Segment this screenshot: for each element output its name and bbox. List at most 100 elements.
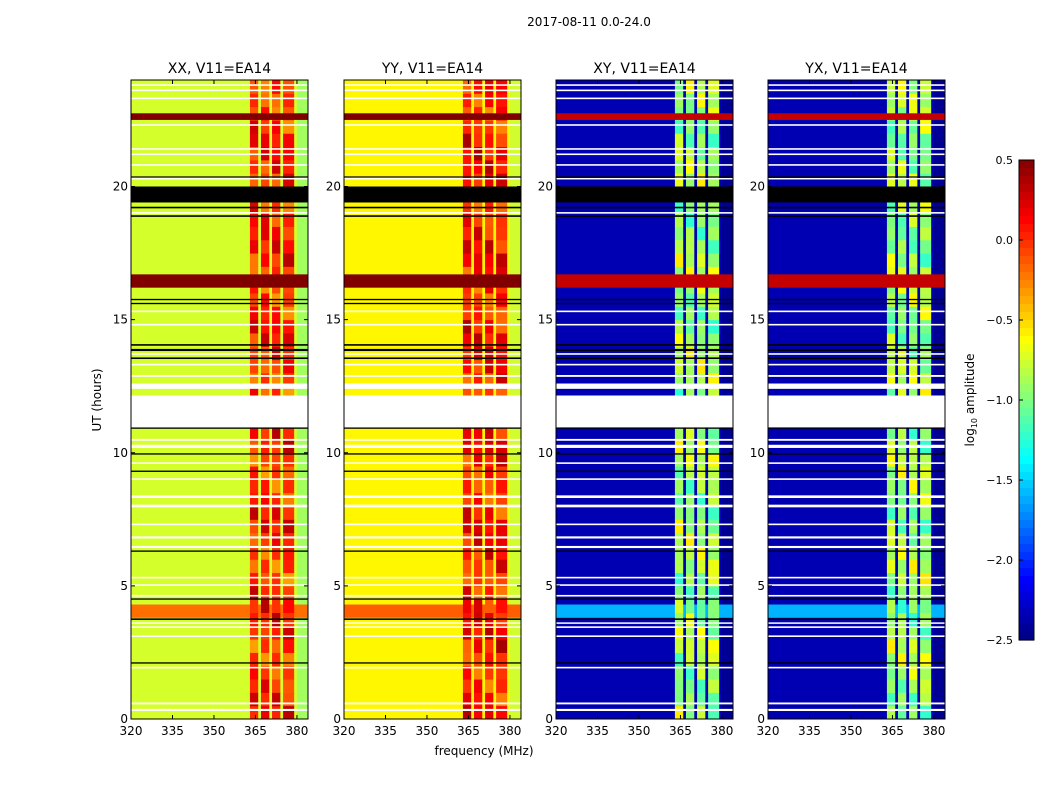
heatmap-rfi-cell bbox=[462, 359, 472, 374]
heatmap-rfi-cell bbox=[283, 492, 295, 507]
flagged-rows bbox=[344, 153, 521, 156]
x-tick-label: 365 bbox=[244, 724, 267, 738]
flagged-rows bbox=[344, 666, 521, 669]
flagged-rows bbox=[131, 153, 308, 156]
heatmap-rfi-cell bbox=[283, 639, 295, 653]
heatmap-rfi-cell bbox=[485, 506, 494, 520]
heatmap-rfi-cell bbox=[260, 93, 270, 108]
flagged-rows bbox=[768, 438, 945, 441]
heatmap-rfi-cell bbox=[886, 705, 896, 720]
heatmap-rfi-cell bbox=[272, 599, 281, 613]
heatmap-rfi-cell bbox=[708, 226, 720, 241]
heatmap-rfi-cell bbox=[909, 652, 918, 667]
heatmap-rfi-cell bbox=[897, 80, 907, 94]
heatmap-rfi-cell bbox=[272, 266, 281, 281]
heatmap-rfi-cell bbox=[272, 479, 281, 494]
heatmap-rfi-cell bbox=[272, 652, 281, 667]
heatmap-rfi-cell bbox=[697, 452, 706, 467]
colorbar-segment bbox=[1019, 248, 1034, 257]
heatmap-rfi-cell bbox=[674, 585, 684, 600]
heatmap-rfi-cell bbox=[249, 599, 259, 613]
colorbar-segment bbox=[1019, 608, 1034, 617]
heatmap-rfi-cell bbox=[909, 266, 918, 281]
heatmap-rfi-cell bbox=[685, 319, 695, 334]
heatmap-rfi-cell bbox=[283, 213, 295, 227]
flagged-rows bbox=[344, 594, 521, 597]
zero-rows bbox=[768, 215, 945, 217]
heatmap-rfi-cell bbox=[708, 652, 720, 667]
heatmap-rfi-cell bbox=[708, 159, 720, 174]
heatmap-rfi-cell bbox=[283, 705, 295, 720]
heatmap-rfi-cell bbox=[462, 466, 472, 480]
heatmap-rfi-cell bbox=[272, 452, 281, 467]
flagged-rows bbox=[131, 148, 308, 150]
heatmap-rfi-cell bbox=[496, 133, 508, 148]
heatmap-rfi-cell bbox=[462, 426, 472, 440]
heatmap-rfi-cell bbox=[674, 239, 684, 254]
heatmap-rfi-cell bbox=[473, 519, 483, 534]
heatmap-rfi-cell bbox=[897, 559, 907, 574]
heatmap-rfi-cell bbox=[909, 479, 918, 494]
flagged-rows bbox=[344, 504, 521, 508]
flagged-rows bbox=[344, 148, 521, 150]
heatmap-rfi-cell bbox=[920, 665, 932, 680]
flagged-rows bbox=[344, 462, 521, 464]
heatmap-rfi-cell bbox=[897, 679, 907, 693]
flagged-rows bbox=[131, 124, 308, 126]
heatmap-rfi-cell bbox=[886, 625, 896, 640]
flagged-rows bbox=[344, 708, 521, 712]
heatmap-rfi-cell bbox=[496, 253, 508, 267]
zero-rows bbox=[556, 470, 733, 472]
heatmap-rfi-cell bbox=[283, 319, 295, 334]
heatmap-rfi-cell bbox=[708, 372, 720, 387]
heatmap-rfi-cell bbox=[674, 545, 684, 560]
y-tick-label: 20 bbox=[326, 180, 341, 194]
colorbar-segment bbox=[1019, 488, 1034, 497]
heatmap-rfi-cell bbox=[496, 692, 508, 707]
heatmap-rfi-cell bbox=[473, 479, 483, 494]
heatmap-rfi-cell bbox=[897, 226, 907, 241]
heatmap-rfi-cell bbox=[920, 532, 932, 547]
heatmap-rfi-cell bbox=[920, 599, 932, 613]
heatmap-rfi-cell bbox=[920, 346, 932, 361]
panel-frame bbox=[130, 79, 309, 720]
heatmap-rfi-cell bbox=[708, 306, 720, 321]
heatmap-rfi-cell bbox=[283, 372, 295, 387]
heatmap-rfi-cell bbox=[283, 93, 295, 108]
heatmap-rfi-cell bbox=[473, 173, 483, 187]
heatmap-rfi-cell bbox=[886, 146, 896, 161]
colorbar-segment bbox=[1019, 264, 1034, 273]
flagged-rows bbox=[131, 626, 308, 628]
heatmap-rfi-cell bbox=[260, 386, 270, 400]
heatmap-rfi-cell bbox=[920, 199, 932, 214]
heatmap-rfi-cell bbox=[708, 572, 720, 587]
heatmap-rfi-cell bbox=[260, 625, 270, 640]
heatmap-rfi-cell bbox=[260, 506, 270, 520]
flagged-rows bbox=[768, 622, 945, 624]
flagged-rows bbox=[131, 523, 308, 526]
heatmap-rfi-cell bbox=[485, 93, 494, 108]
heatmap-rfi-cell bbox=[685, 479, 695, 494]
heatmap-rfi-cell bbox=[697, 679, 706, 693]
heatmap-rfi-cell bbox=[909, 253, 918, 267]
zero-rows bbox=[131, 550, 308, 552]
colorbar-tick-label: 0.0 bbox=[996, 234, 1014, 247]
colorbar-segment bbox=[1019, 552, 1034, 561]
heatmap-rfi-cell bbox=[462, 213, 472, 227]
flagged-rows bbox=[131, 536, 308, 539]
heatmap-rfi-cell bbox=[272, 585, 281, 600]
heatmap-rfi-cell bbox=[496, 199, 508, 214]
heatmap-rfi-cell bbox=[283, 479, 295, 494]
x-tick-label: 380 bbox=[710, 724, 733, 738]
heatmap-rfi-cell bbox=[249, 159, 259, 174]
heatmap-rfi-cell bbox=[283, 679, 295, 693]
flagged-rows bbox=[344, 124, 521, 126]
flagged-rows bbox=[768, 444, 945, 448]
heatmap-rfi-cell bbox=[697, 625, 706, 640]
heatmap-rfi-cell bbox=[260, 173, 270, 187]
zero-rows bbox=[768, 176, 945, 178]
heatmap-rfi-cell bbox=[283, 253, 295, 267]
heatmap-rfi-cell bbox=[249, 639, 259, 653]
flagged-rows bbox=[768, 212, 945, 214]
y-tick-label: 0 bbox=[757, 712, 765, 726]
